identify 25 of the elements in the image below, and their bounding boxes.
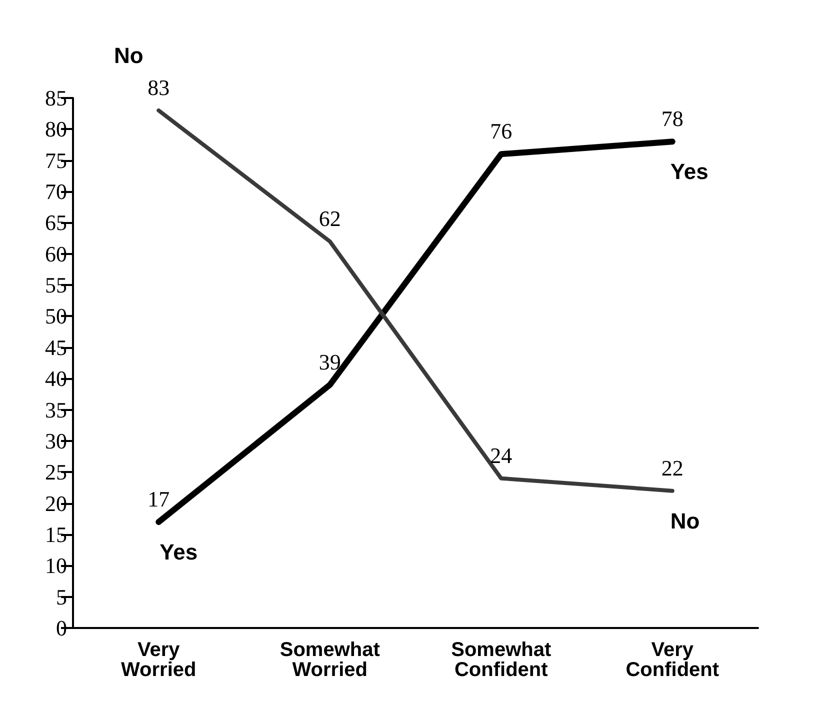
series-label: Yes [670, 159, 708, 184]
x-tick-label: Very Confident [626, 639, 720, 681]
y-tick-label: 50 [45, 304, 67, 329]
y-tick-label: 10 [45, 553, 67, 578]
data-label: 39 [318, 349, 341, 374]
y-tick-label: 20 [45, 490, 67, 516]
y-tick-label: 30 [45, 428, 67, 454]
series-label: No [670, 508, 700, 534]
data-label: 22 [661, 455, 684, 480]
text: No [114, 42, 144, 68]
data-label: 62 [318, 206, 341, 231]
data-label: 24 [490, 442, 512, 468]
y-tick-label: 60 [45, 241, 67, 266]
data-label: 17 [148, 486, 170, 512]
y-tick-label: 70 [45, 179, 67, 204]
x-tick-label: Very Worried [121, 639, 196, 681]
data-label: 76 [490, 118, 512, 144]
data-label: 78 [661, 106, 684, 132]
y-tick-label: 40 [45, 366, 67, 392]
x-tick-label: Somewhat Confident [451, 639, 552, 681]
data-label: 83 [148, 74, 170, 100]
y-tick-label: 85 [45, 86, 67, 110]
y-tick-label: 80 [45, 116, 67, 142]
text: Yes [160, 540, 198, 564]
x-tick-label: Somewhat Worried [280, 639, 380, 681]
